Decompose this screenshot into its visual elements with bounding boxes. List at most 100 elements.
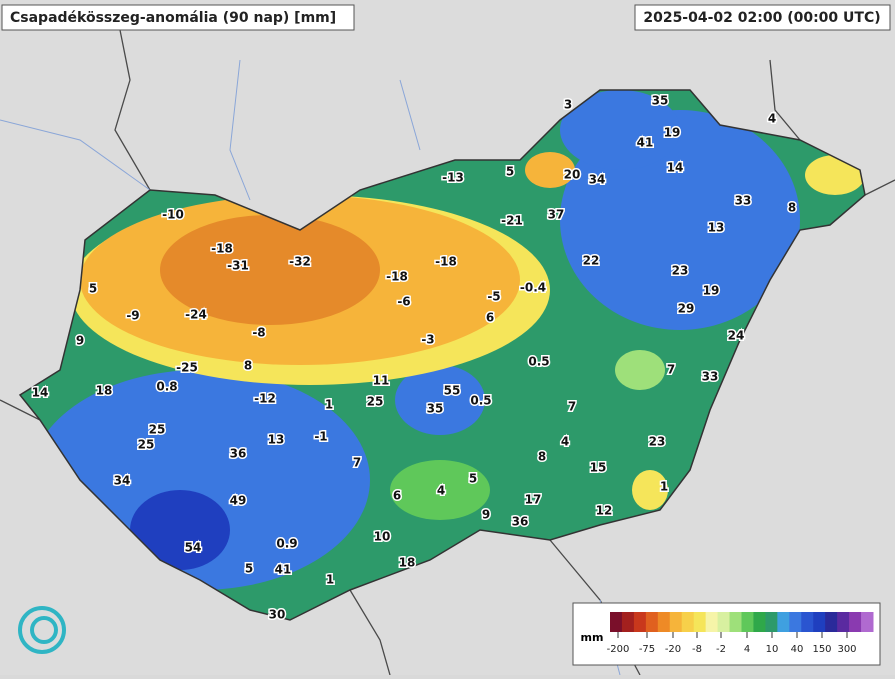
station-value: 18 bbox=[399, 556, 416, 570]
station-value: -18 bbox=[386, 270, 408, 284]
legend-swatch bbox=[861, 612, 874, 632]
station-value: 13 bbox=[268, 433, 285, 447]
station-value: 41 bbox=[637, 136, 654, 150]
station-value: 19 bbox=[703, 284, 720, 298]
station-value: 5 bbox=[245, 562, 253, 576]
station-value: 35 bbox=[427, 402, 444, 416]
station-value: 35 bbox=[652, 94, 669, 108]
station-value: 8 bbox=[538, 450, 546, 464]
station-value: -8 bbox=[252, 326, 265, 340]
station-value: 30 bbox=[269, 608, 286, 622]
logo bbox=[18, 606, 66, 654]
station-value: 33 bbox=[735, 194, 752, 208]
station-value: 49 bbox=[230, 494, 247, 508]
legend-swatch bbox=[777, 612, 790, 632]
station-value: 1 bbox=[326, 573, 334, 587]
station-value: 34 bbox=[589, 173, 606, 187]
station-value: -13 bbox=[442, 171, 464, 185]
station-value: 7 bbox=[353, 456, 361, 470]
station-value: 1 bbox=[325, 398, 333, 412]
station-value: 54 bbox=[185, 541, 202, 555]
station-value: 25 bbox=[367, 395, 384, 409]
station-value: 4 bbox=[437, 484, 445, 498]
station-value: 12 bbox=[596, 504, 613, 518]
legend-tick-label: 4 bbox=[744, 644, 750, 655]
station-value: 14 bbox=[667, 161, 684, 175]
station-value: -31 bbox=[227, 259, 249, 273]
station-value: 19 bbox=[664, 126, 681, 140]
legend-swatch bbox=[765, 612, 778, 632]
legend-tick-label: 40 bbox=[791, 644, 804, 655]
legend-swatch bbox=[669, 612, 683, 632]
station-value: 9 bbox=[482, 508, 490, 522]
station-value: 37 bbox=[548, 208, 565, 222]
station-value: 36 bbox=[512, 515, 529, 529]
legend-tick-label: 300 bbox=[837, 644, 856, 655]
station-value: 41 bbox=[275, 563, 292, 577]
legend: -200 -75 -20 -8 -2 4 10 40 150 300 bbox=[607, 612, 874, 655]
legend-swatch bbox=[801, 612, 814, 632]
station-value: 14 bbox=[32, 386, 49, 400]
timestamp-box bbox=[634, 4, 891, 31]
hungary-border bbox=[18, 89, 866, 621]
station-value: -21 bbox=[501, 214, 523, 228]
station-value: 7 bbox=[568, 400, 576, 414]
station-value: 0.8 bbox=[156, 380, 177, 394]
legend-swatch bbox=[717, 612, 731, 632]
station-value: 23 bbox=[649, 435, 666, 449]
legend-swatch bbox=[621, 612, 635, 632]
station-value: 34 bbox=[114, 474, 131, 488]
station-value: 13 bbox=[708, 221, 725, 235]
legend-swatch bbox=[753, 612, 766, 632]
station-value: 1 bbox=[660, 480, 668, 494]
legend-tick-label: -8 bbox=[692, 644, 702, 655]
station-value: 36 bbox=[230, 447, 247, 461]
legend-swatch bbox=[789, 612, 802, 632]
station-value: -10 bbox=[162, 208, 184, 222]
legend-tick-label: 150 bbox=[812, 644, 831, 655]
station-value: 24 bbox=[728, 329, 745, 343]
legend-swatch bbox=[837, 612, 850, 632]
station-value: 17 bbox=[525, 493, 542, 507]
station-value: 4 bbox=[561, 435, 569, 449]
legend-swatch bbox=[705, 612, 719, 632]
station-value: -6 bbox=[397, 295, 410, 309]
legend-swatch bbox=[633, 612, 647, 632]
station-value: 7 bbox=[667, 363, 675, 377]
legend-unit: mm bbox=[581, 631, 604, 644]
legend-swatch bbox=[849, 612, 862, 632]
legend-tick-label: -20 bbox=[665, 644, 681, 655]
station-value: 18 bbox=[96, 384, 113, 398]
station-value: -0.4 bbox=[520, 281, 546, 295]
station-value: 4 bbox=[768, 112, 776, 126]
station-value: 5 bbox=[89, 282, 97, 296]
station-value: 8 bbox=[244, 359, 252, 373]
station-value: -9 bbox=[126, 309, 139, 323]
station-value: -12 bbox=[254, 392, 276, 406]
station-value: 23 bbox=[672, 264, 689, 278]
title: Csapadékösszeg-anomália (90 nap) [mm] bbox=[10, 10, 336, 26]
station-value: 15 bbox=[590, 461, 607, 475]
station-value: -5 bbox=[487, 290, 500, 304]
station-value: 0.5 bbox=[470, 394, 491, 408]
legend-tick-label: -2 bbox=[716, 644, 726, 655]
legend-swatch bbox=[813, 612, 826, 632]
legend-swatch bbox=[729, 612, 742, 632]
station-value: 29 bbox=[678, 302, 695, 316]
station-value: 3 bbox=[564, 98, 572, 112]
station-value: -1 bbox=[314, 430, 327, 444]
timestamp: 2025-04-02 02:00 (00:00 UTC) bbox=[643, 10, 880, 26]
legend-tick-label: -75 bbox=[639, 644, 655, 655]
legend-swatch bbox=[610, 612, 623, 632]
station-value: -18 bbox=[211, 242, 233, 256]
station-value: -25 bbox=[176, 361, 198, 375]
station-value: 6 bbox=[486, 311, 494, 325]
station-value: 20 bbox=[564, 168, 581, 182]
station-value: -24 bbox=[185, 308, 207, 322]
station-value: -3 bbox=[421, 333, 434, 347]
legend-swatch bbox=[825, 612, 838, 632]
station-value: -32 bbox=[289, 255, 311, 269]
title-box bbox=[1, 4, 355, 31]
